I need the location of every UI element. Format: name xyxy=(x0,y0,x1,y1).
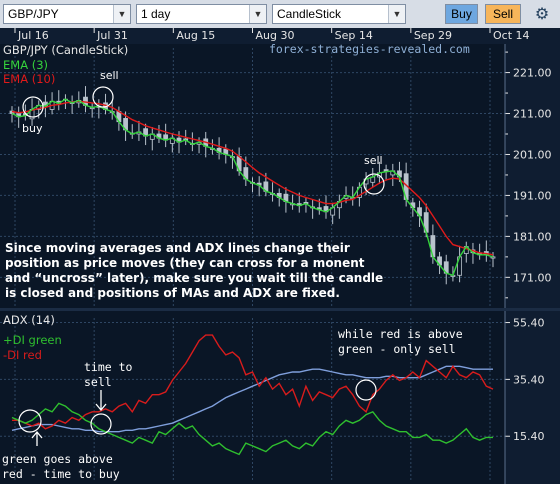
legend-ema3: EMA (3) xyxy=(3,58,48,72)
svg-text:while red is above: while red is above xyxy=(338,327,463,341)
sell-circle-2 xyxy=(363,173,385,195)
date-tick-label: Oct 14 xyxy=(493,29,530,42)
buy-cross-circle xyxy=(18,409,42,433)
explanation-note: Since moving averages and ADX lines chan… xyxy=(5,241,383,300)
timeframe-value: 1 day xyxy=(141,7,171,21)
price-tick-label: 221.00 xyxy=(513,67,552,80)
date-tick-label: Aug 15 xyxy=(176,29,215,42)
di-plus-line xyxy=(11,402,493,456)
symbol-select[interactable]: GBP/JPY ▼ xyxy=(3,4,131,24)
svg-text:green - only sell: green - only sell xyxy=(338,342,456,356)
timeframe-select[interactable]: 1 day ▼ xyxy=(136,4,267,24)
arrow-down-icon xyxy=(95,390,107,412)
note-line-3: and “uncross” later), make sure you wait… xyxy=(5,271,383,285)
pane-divider[interactable] xyxy=(0,308,560,311)
arrow-up-icon xyxy=(31,430,43,446)
svg-text:red - time to buy: red - time to buy xyxy=(2,467,120,481)
sell-label-2: sell xyxy=(364,154,383,167)
price-tick-label: 201.00 xyxy=(513,148,552,161)
adx-tick-label: 15.40 xyxy=(513,430,545,443)
sell-button[interactable]: Sell xyxy=(485,4,521,24)
adx-axis: 55.40 35.40 15.40 xyxy=(504,311,560,484)
price-tick-label: 191.00 xyxy=(513,189,552,202)
sell-cross-circle xyxy=(90,413,112,435)
buy-button[interactable]: Buy xyxy=(445,4,478,24)
chart-type-select[interactable]: CandleStick ▼ xyxy=(272,4,406,24)
adx-tick-label: 55.40 xyxy=(513,317,545,330)
ema10-line xyxy=(11,100,494,256)
price-axis: 221.00 211.00 201.00 191.00 181.00 171.00 xyxy=(504,44,560,308)
note-line-4: is closed and positions of MAs and ADX a… xyxy=(5,286,340,300)
date-axis-bg xyxy=(0,28,560,44)
symbol-value: GBP/JPY xyxy=(8,7,59,21)
time-to-sell-note: time to sell xyxy=(84,360,133,389)
date-tick-label: Sep 29 xyxy=(414,29,452,42)
adx-tick-label: 35.40 xyxy=(513,373,545,386)
chevron-down-icon[interactable]: ▼ xyxy=(113,5,130,23)
price-pane-title: GBP/JPY (CandleStick) xyxy=(3,43,128,57)
price-tick-label: 211.00 xyxy=(513,108,552,121)
gear-icon[interactable]: ⚙ xyxy=(534,4,550,23)
red-above-circle xyxy=(355,379,377,401)
price-tick-label: 181.00 xyxy=(513,230,552,243)
ema3-line xyxy=(11,98,494,277)
green-above-note: green goes above red - time to buy xyxy=(2,452,120,481)
price-grid xyxy=(0,48,505,306)
note-line-1: Since moving averages and ADX lines chan… xyxy=(5,241,350,255)
sell-circle-1 xyxy=(92,86,114,108)
svg-text:green goes above: green goes above xyxy=(2,452,113,466)
sell-label-1: sell xyxy=(100,69,119,82)
adx-pane: 55.40 35.40 15.40 ADX (14) +DI green -DI r… xyxy=(0,311,560,484)
date-tick-label: Jul 31 xyxy=(96,29,128,42)
legend-di-minus: -DI red xyxy=(3,348,42,362)
date-tick-label: Jul 16 xyxy=(17,29,49,42)
date-tick-label: Aug 30 xyxy=(256,29,295,42)
svg-text:sell: sell xyxy=(84,375,112,389)
di-minus-line xyxy=(12,334,494,430)
toolbar: GBP/JPY ▼ 1 day ▼ CandleStick ▼ Buy Sell… xyxy=(0,0,560,29)
legend-ema10: EMA (10) xyxy=(3,72,55,86)
red-above-note: while red is above green - only sell xyxy=(338,327,463,356)
date-tick-label: Sep 14 xyxy=(335,29,373,42)
adx-axis-bg xyxy=(505,311,560,484)
price-tick-label: 171.00 xyxy=(513,271,552,284)
chevron-down-icon[interactable]: ▼ xyxy=(249,5,266,23)
chart-area: Jul 16 Jul 31 Aug 15 Aug 30 Sep 14 Sep 29 Oct … xyxy=(0,28,560,484)
price-axis-bg xyxy=(505,44,560,308)
buy-circle xyxy=(22,96,44,118)
svg-text:time to: time to xyxy=(84,360,133,374)
adx-pane-title: ADX (14) xyxy=(3,313,55,327)
chart-type-value: CandleStick xyxy=(277,7,342,21)
buy-label: buy xyxy=(22,122,43,135)
watermark: forex-strategies-revealed.com xyxy=(269,42,470,56)
legend-di-plus: +DI green xyxy=(3,333,62,347)
adx-line xyxy=(11,365,493,433)
date-axis: Jul 16 Jul 31 Aug 15 Aug 30 Sep 14 Sep 29 Oct … xyxy=(0,28,560,44)
note-line-2: position as price moves (they can cross … xyxy=(5,256,365,270)
price-pane: 221.00 211.00 201.00 191.00 181.00 171.00 GBP… xyxy=(0,42,560,308)
chevron-down-icon[interactable]: ▼ xyxy=(388,5,405,23)
